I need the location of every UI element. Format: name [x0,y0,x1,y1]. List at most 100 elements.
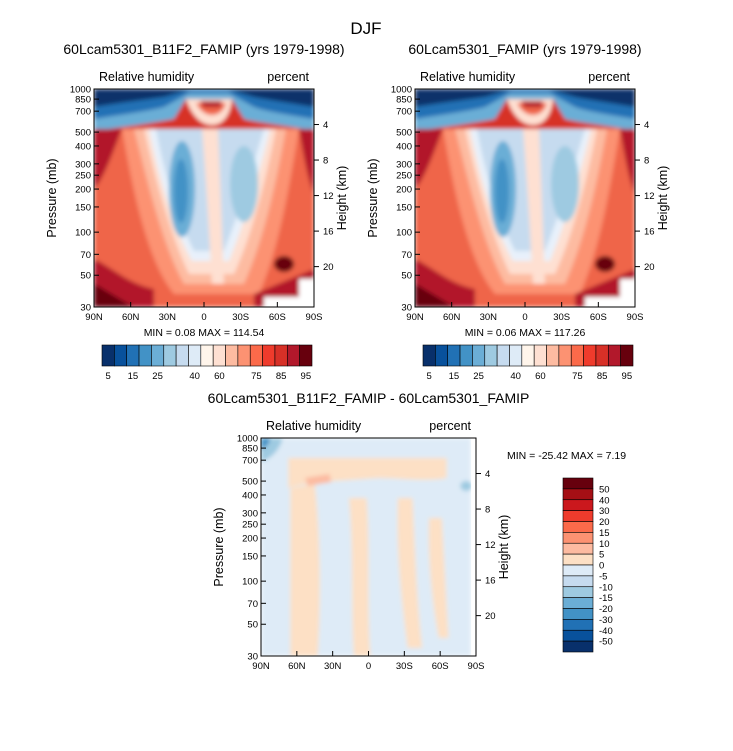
pressure-tick-label: 700 [242,456,258,467]
pressure-tick-label: 150 [75,202,91,213]
y-axis-label: Pressure (mb) [212,507,226,586]
colorbar-swatch [562,564,594,577]
colorbar-swatch [175,344,189,367]
colorbar-swatch [509,344,523,367]
colorbar-swatch [562,499,594,511]
field-shading [94,89,314,307]
field-contours [261,438,472,656]
pressure-tick-label: 200 [75,185,91,196]
colorbar-swatch [101,344,115,367]
colorbar-swatch [521,344,535,367]
height-tick-label: 4 [644,120,649,131]
panel-variable-label: Relative humidity [99,70,195,84]
colorbar-swatch [562,575,594,588]
season-title: DJF [350,19,381,38]
height-tick-label: 4 [323,120,328,131]
panel-title: 60Lcam5301_B11F2_FAMIP (yrs 1979-1998) [63,41,344,57]
latitude-tick-label: 90N [85,312,103,323]
panel-field [261,438,472,656]
colorbar-swatch [188,344,202,367]
pressure-tick-label: 500 [242,477,258,488]
colorbar-swatch [607,344,621,367]
colorbar-swatch [435,344,449,367]
colorbar-label: 5 [427,371,432,382]
panel-stats: MIN = -25.42 MAX = 7.19 [507,450,626,462]
pressure-tick-label: 250 [242,520,258,531]
latitude-tick-label: 0 [201,312,206,323]
colorbar-swatch [562,488,594,501]
colorbar-swatch [225,344,239,367]
pressure-tick-label: 200 [242,534,258,545]
panel-1: 60Lcam5301_FAMIP (yrs 1979-1998) Relative… [366,41,670,323]
pressure-tick-label: 70 [247,599,258,610]
height-tick-label: 20 [485,611,496,622]
colorbar-swatch [286,344,300,367]
pressure-tick-label: 300 [396,159,412,170]
colorbar-label: 15 [449,371,460,382]
colorbar-label: 20 [599,517,610,528]
colorbar-swatch [562,510,594,522]
height-tick-label: 16 [485,576,496,587]
latitude-tick-label: 30N [324,661,342,672]
panel-variable-label: Relative humidity [420,70,516,84]
colorbar-label: 50 [599,484,610,495]
colorbar-swatch [138,344,152,367]
colorbar-swatch [558,344,572,367]
pressure-tick-label: 300 [242,508,258,519]
colorbar-label: 60 [535,371,546,382]
colorbar-label: 95 [622,371,633,382]
colorbar-swatch [562,521,594,533]
latitude-tick-label: 60S [432,661,449,672]
latitude-tick-label: 60S [269,312,286,323]
colorbar-swatch [459,344,473,367]
colorbar-label: 95 [301,371,312,382]
colorbar-label: -30 [599,615,613,626]
pressure-tick-label: 200 [396,185,412,196]
colorbar-label: 25 [473,371,484,382]
panel-2: 60Lcam5301_B11F2_FAMIP - 60Lcam5301_FAMI… [208,390,530,672]
latitude-tick-label: 90N [406,312,424,323]
colorbar-swatch [151,344,165,367]
pressure-tick-label: 30 [401,303,412,314]
colorbar-swatch [237,344,251,367]
field-shading [261,438,472,656]
colorbar-swatch [249,344,263,367]
colorbar-swatch [562,608,594,620]
height-tick-label: 12 [323,191,334,202]
pressure-tick-label: 50 [401,271,412,282]
colorbar-swatch [200,344,214,367]
pressure-tick-label: 50 [247,620,258,631]
colorbar-swatch [562,532,594,544]
colorbar-label: 60 [214,371,225,382]
colorbar-swatch [562,477,594,490]
latitude-tick-label: 60N [288,661,306,672]
latitude-tick-label: 60N [122,312,140,323]
panel-variable-label: Relative humidity [266,419,362,433]
panel-field [415,89,635,307]
panel-stats: MIN = 0.08 MAX = 114.54 [144,327,265,339]
colorbar-label: -10 [599,582,613,593]
colorbar-label: 40 [599,495,610,506]
colorbar-swatch [472,344,486,367]
height-tick-label: 8 [644,156,649,167]
colorbar-swatch [546,344,560,367]
colorbar-swatch [570,344,584,367]
panel-title: 60Lcam5301_B11F2_FAMIP - 60Lcam5301_FAMI… [208,390,530,406]
latitude-tick-label: 90N [252,661,270,672]
pressure-tick-label: 1000 [237,434,258,445]
pressure-tick-label: 100 [75,228,91,239]
pressure-tick-label: 500 [75,128,91,139]
colorbar-swatch [163,344,177,367]
colorbar-label: 75 [572,371,583,382]
y-axis-right-label: Height (km) [497,515,511,580]
colorbar-swatch [620,344,634,367]
colorbar-swatch [562,553,594,566]
pressure-tick-label: 250 [396,171,412,182]
height-tick-label: 12 [644,191,655,202]
colorbar-swatch [484,344,498,367]
pressure-tick-label: 150 [242,551,258,562]
pressure-tick-label: 300 [75,159,91,170]
colorbar-swatch [274,344,288,367]
